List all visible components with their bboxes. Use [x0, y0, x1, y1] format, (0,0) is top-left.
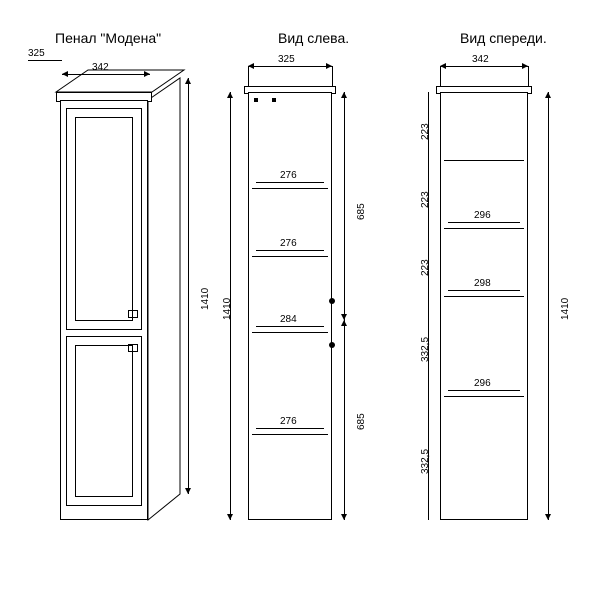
arrow: [185, 488, 191, 494]
front-dim-height: 1410: [560, 298, 571, 320]
left-shelf-4: [252, 434, 328, 435]
arrow: [185, 78, 191, 84]
iso-dim-height: 1410: [200, 288, 211, 310]
iso-dim-depth: 325: [28, 48, 45, 59]
iso-knob-top: [128, 310, 138, 318]
arrow: [341, 92, 347, 98]
front-shelf-label-1: 296: [474, 210, 491, 221]
front-dim-w-line: [440, 66, 528, 67]
front-sect-2: 223: [420, 191, 431, 208]
ext: [332, 66, 333, 86]
left-shelf-label-2: 276: [280, 238, 297, 249]
front-sw-1: [448, 222, 520, 223]
iso-dim-width: 342: [92, 62, 109, 73]
front-sw-2: [448, 290, 520, 291]
left-shelf-3: [252, 332, 328, 333]
left-handle-top: [329, 298, 335, 304]
left-peg-1: [254, 98, 258, 102]
left-dim-685-top: 685: [356, 203, 367, 220]
left-sw-2: [256, 250, 324, 251]
left-shelf-label-4: 276: [280, 416, 297, 427]
front-shelf-3: [444, 296, 524, 297]
left-shelf-2: [252, 256, 328, 257]
iso-dim-depth-line: [28, 60, 62, 61]
left-shelf-label-1: 276: [280, 170, 297, 181]
ext: [528, 66, 529, 86]
front-dim-width: 342: [472, 54, 489, 65]
arrow: [144, 71, 150, 77]
title-left: Вид слева.: [278, 30, 349, 46]
front-shelf-1: [444, 160, 524, 161]
front-sect-1: 223: [420, 123, 431, 140]
iso-door-top-panel: [75, 117, 133, 321]
left-dim-width: 325: [278, 54, 295, 65]
left-sw-1: [256, 182, 324, 183]
ext: [440, 66, 441, 86]
left-handle-bot: [329, 342, 335, 348]
iso-dim-height-line: [188, 78, 189, 494]
left-sw-4: [256, 428, 324, 429]
iso-door-top: [66, 108, 142, 330]
left-dim-685t: [344, 92, 345, 320]
front-shelf-label-2: 298: [474, 278, 491, 289]
front-sw-3: [448, 390, 520, 391]
iso-door-bottom: [66, 336, 142, 506]
arrow: [545, 92, 551, 98]
front-body: [440, 92, 528, 520]
left-sw-3: [256, 326, 324, 327]
left-dim-685-bot: 685: [356, 413, 367, 430]
iso-knob-bottom: [128, 344, 138, 352]
arrow: [227, 92, 233, 98]
left-shelf-1: [252, 188, 328, 189]
front-shelf-2: [444, 228, 524, 229]
arrow: [227, 514, 233, 520]
front-shelf-label-3: 296: [474, 378, 491, 389]
front-shelf-4: [444, 396, 524, 397]
arrow: [62, 71, 68, 77]
left-dim-685b: [344, 320, 345, 520]
ext: [248, 66, 249, 86]
front-sect-3: 223: [420, 259, 431, 276]
arrow: [545, 514, 551, 520]
iso-door-bottom-panel: [75, 345, 133, 497]
arrow: [341, 320, 347, 326]
front-dim-h-line: [548, 92, 549, 520]
arrow: [341, 514, 347, 520]
title-iso: Пенал "Модена": [55, 30, 161, 46]
left-peg-2: [272, 98, 276, 102]
iso-dim-width-line: [62, 74, 150, 75]
front-sect-4: 332,5: [420, 337, 431, 362]
title-front: Вид спереди.: [460, 30, 547, 46]
front-sect-5: 332,5: [420, 449, 431, 474]
left-shelf-label-3: 284: [280, 314, 297, 325]
left-dim-height: 1410: [222, 298, 233, 320]
left-body: [248, 92, 332, 520]
left-dim-w-line: [248, 66, 332, 67]
